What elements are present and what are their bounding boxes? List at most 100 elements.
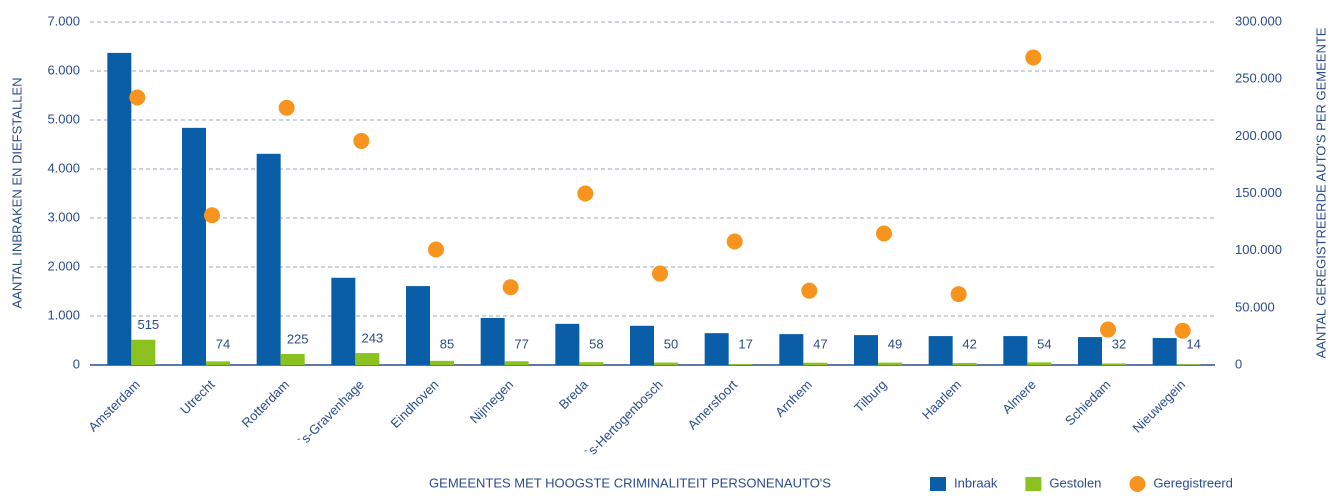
y-tick-label: 6.000 [47,62,80,77]
bar [1003,336,1028,365]
bar [280,353,305,365]
bar [952,362,977,365]
x-tick-label: `s-Hertogenbosch [582,377,666,461]
y-tick-label: 1.000 [47,307,80,322]
bar [779,334,804,365]
x-tick-label: Amersfoort [685,377,741,433]
x-tick-label: Eindhoven [387,377,441,431]
data-label: 42 [962,336,976,351]
bar [1027,362,1052,365]
bar [803,362,828,365]
data-label: 49 [888,336,902,351]
x-tick-label: Nieuwegein [1130,377,1189,436]
data-label: 85 [440,336,454,351]
x-tick-label: Amsterdam [85,377,143,435]
data-label: 32 [1112,336,1126,351]
bar [555,323,580,365]
point [1174,322,1191,339]
y2-tick-label: 200.000 [1235,128,1282,143]
y2-tick-label: 0 [1235,356,1242,371]
data-label: 515 [137,317,159,332]
bar [1102,363,1126,365]
point [428,241,444,258]
point [204,207,220,224]
y2-tick-label: 250.000 [1235,71,1282,86]
y2-axis-label: AANTAL GEREGISTREERDE AUTO'S PER GEMEENT… [1313,27,1328,358]
x-tick-label: Tilburg [851,377,889,415]
legend-label: Geregistreerd [1153,475,1232,490]
y-tick-label: 0 [73,356,80,371]
bar [1152,338,1177,365]
data-label: 54 [1037,336,1051,351]
bar [406,286,430,365]
point [652,265,668,282]
point [950,286,967,303]
bar [704,333,729,365]
point [577,185,594,202]
legend-label: Inbraak [954,475,998,490]
y-tick-label: 3.000 [47,209,80,224]
data-label: 47 [813,336,827,351]
bar [182,127,206,365]
bar [355,353,380,365]
data-label: 14 [1186,336,1200,351]
bar [1176,364,1201,365]
y-tick-label: 4.000 [47,160,80,175]
legend-swatch [1129,476,1146,492]
data-label: 58 [589,336,603,351]
data-label: 243 [361,331,383,346]
bar [654,362,678,365]
x-tick-label: Breda [556,376,592,412]
point [876,225,892,242]
point [1025,49,1042,66]
point [129,89,146,106]
y2-tick-label: 50.000 [1235,299,1275,314]
x-tick-label: `s-Gravenhage [295,377,367,449]
bar [878,362,902,365]
y2-tick-label: 150.000 [1235,185,1282,200]
point [353,132,370,149]
y-tick-label: 2.000 [47,258,80,273]
data-label: 225 [287,331,309,346]
legend-swatch [1025,477,1042,491]
x-tick-label: Haarlem [919,377,964,422]
point [502,279,519,296]
data-label: 77 [514,336,528,351]
x-tick-label: Almere [999,377,1039,417]
point [278,99,295,116]
bar [107,52,132,366]
y-axis-label: AANTAL INBRAKEN EN DIEFSTALLEN [9,78,24,309]
bar [928,336,953,365]
x-tick-label: Nijmegen [467,377,516,426]
x-tick-label: Schiedam [1062,377,1113,428]
bar [331,277,356,365]
x-tick-label: Arnhem [772,377,815,420]
bar [504,361,529,365]
y2-tick-label: 300.000 [1235,13,1282,28]
bar [728,364,753,365]
x-tick-label: Utrecht [177,377,218,418]
x-axis-label: GEMEENTES MET HOOGSTE CRIMINALITEIT PERS… [429,475,831,490]
bar [1078,337,1102,365]
legend-swatch [930,477,946,491]
legend-label: Gestolen [1049,475,1101,490]
point [1100,321,1116,338]
data-label: 50 [664,336,678,351]
bar [256,153,281,365]
point [726,233,743,250]
bar [206,361,230,365]
bar [430,360,454,365]
data-label: 74 [216,336,230,351]
bar [131,339,156,365]
data-label: 17 [738,336,752,351]
bar [579,362,604,365]
y-tick-label: 5.000 [47,111,80,126]
bar [480,317,505,365]
y-tick-label: 7.000 [47,13,80,28]
x-tick-label: Rotterdam [239,377,293,431]
y2-tick-label: 100.000 [1235,242,1282,257]
point [801,282,818,299]
bar [854,335,878,365]
bar [630,325,654,365]
